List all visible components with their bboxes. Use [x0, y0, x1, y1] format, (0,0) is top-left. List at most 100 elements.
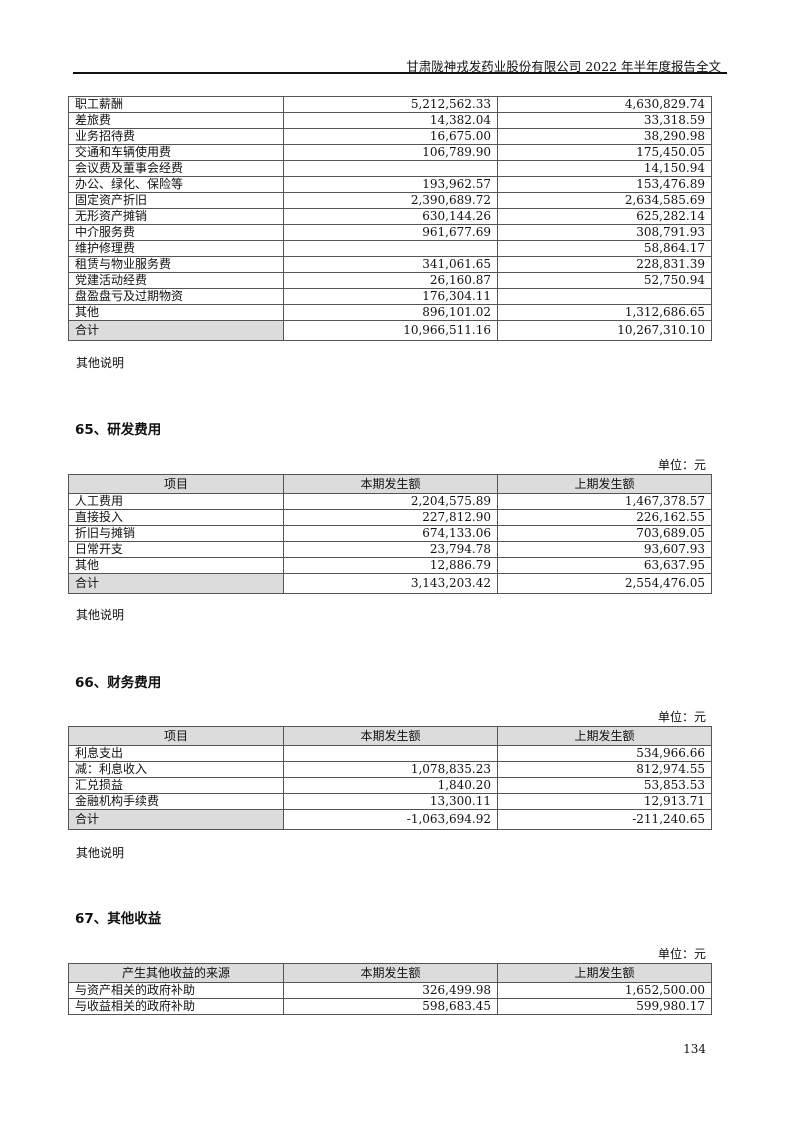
table-row: 其他 12,886.79 63,637.95 [68, 557, 712, 574]
current-period-cell: 598,683.45 [283, 998, 498, 1015]
current-period-cell: 13,300.11 [283, 793, 498, 810]
row-label: 利息支出 [68, 745, 284, 762]
row-label: 中介服务费 [68, 224, 284, 241]
prior-period-cell: 308,791.93 [497, 224, 712, 241]
table-row: 维护修理费 58,864.17 [68, 240, 712, 257]
row-label: 金融机构手续费 [68, 793, 284, 810]
current-period-cell: 176,304.11 [283, 288, 498, 305]
table-row: 交通和车辆使用费 106,789.90 175,450.05 [68, 144, 712, 161]
table-row: 差旅费 14,382.04 33,318.59 [68, 112, 712, 129]
column-header: 上期发生额 [497, 474, 712, 494]
current-period-cell: 3,143,203.42 [283, 573, 498, 594]
column-header: 项目 [68, 474, 284, 494]
table-row: 租赁与物业服务费 341,061.65 228,831.39 [68, 256, 712, 273]
current-period-cell [283, 160, 498, 177]
row-label: 直接投入 [68, 509, 284, 526]
rd-expenses-table: 项目 本期发生额 上期发生额 人工费用 2,204,575.89 1,467,378.57… [68, 474, 712, 594]
page-number: 134 [683, 1042, 706, 1056]
table-row: 直接投入 227,812.90 226,162.55 [68, 509, 712, 526]
document-header-title: 甘肃陇神戎发药业股份有限公司 2022 年半年度报告全文 [406, 59, 721, 74]
prior-period-cell: -211,240.65 [497, 809, 712, 830]
current-period-cell: 326,499.98 [283, 982, 498, 999]
table-total-row: 合计 -1,063,694.92 -211,240.65 [68, 809, 712, 830]
column-header: 产生其他收益的来源 [68, 963, 284, 983]
row-label: 合计 [68, 573, 284, 594]
table-row: 固定资产折旧 2,390,689.72 2,634,585.69 [68, 192, 712, 209]
current-period-cell: 674,133.06 [283, 525, 498, 542]
current-period-cell: 630,144.26 [283, 208, 498, 225]
unit-label: 单位：元 [657, 710, 706, 724]
prior-period-cell: 93,607.93 [497, 541, 712, 558]
current-period-cell: 23,794.78 [283, 541, 498, 558]
current-period-cell: 106,789.90 [283, 144, 498, 161]
admin-expenses-table: 职工薪酬 5,212,562.33 4,630,829.74 差旅费 14,382.04… [68, 96, 712, 341]
prior-period-cell: 534,966.66 [497, 745, 712, 762]
current-period-cell: 14,382.04 [283, 112, 498, 129]
column-header: 项目 [68, 726, 284, 746]
section-67-title: 67、其他收益 [75, 911, 162, 927]
unit-label: 单位：元 [657, 947, 706, 961]
prior-period-cell: 599,980.17 [497, 998, 712, 1015]
prior-period-cell: 226,162.55 [497, 509, 712, 526]
row-label: 其他 [68, 557, 284, 574]
current-period-cell: 16,675.00 [283, 128, 498, 145]
current-period-cell: 227,812.90 [283, 509, 498, 526]
table-row: 业务招待费 16,675.00 38,290.98 [68, 128, 712, 145]
table-row: 日常开支 23,794.78 93,607.93 [68, 541, 712, 558]
table-row: 党建活动经费 26,160.87 52,750.94 [68, 272, 712, 289]
current-period-cell: 2,204,575.89 [283, 493, 498, 510]
section-66-title: 66、财务费用 [75, 675, 162, 691]
column-header: 本期发生额 [283, 474, 498, 494]
column-header: 本期发生额 [283, 726, 498, 746]
current-period-cell: 341,061.65 [283, 256, 498, 273]
prior-period-cell: 175,450.05 [497, 144, 712, 161]
section-65-title: 65、研发费用 [75, 422, 162, 438]
prior-period-cell: 153,476.89 [497, 176, 712, 193]
row-label: 与资产相关的政府补助 [68, 982, 284, 999]
row-label: 业务招待费 [68, 128, 284, 145]
prior-period-cell: 12,913.71 [497, 793, 712, 810]
row-label: 人工费用 [68, 493, 284, 510]
table-row: 利息支出 534,966.66 [68, 745, 712, 762]
table-total-row: 合计 3,143,203.42 2,554,476.05 [68, 573, 712, 594]
prior-period-cell: 2,554,476.05 [497, 573, 712, 594]
prior-period-cell: 1,467,378.57 [497, 493, 712, 510]
prior-period-cell: 228,831.39 [497, 256, 712, 273]
table-row: 减：利息收入 1,078,835.23 812,974.55 [68, 761, 712, 778]
row-label: 与收益相关的政府补助 [68, 998, 284, 1015]
prior-period-cell: 812,974.55 [497, 761, 712, 778]
prior-period-cell: 53,853.53 [497, 777, 712, 794]
prior-period-cell: 703,689.05 [497, 525, 712, 542]
other-notes-label: 其他说明 [76, 846, 125, 860]
table-row: 办公、绿化、保险等 193,962.57 153,476.89 [68, 176, 712, 193]
current-period-cell: 896,101.02 [283, 304, 498, 321]
prior-period-cell: 2,634,585.69 [497, 192, 712, 209]
row-label: 其他 [68, 304, 284, 321]
row-label: 职工薪酬 [68, 96, 284, 113]
current-period-cell: 2,390,689.72 [283, 192, 498, 209]
table-header-row: 项目 本期发生额 上期发生额 [68, 726, 712, 746]
row-label: 租赁与物业服务费 [68, 256, 284, 273]
row-label: 合计 [68, 320, 284, 341]
table-row: 中介服务费 961,677.69 308,791.93 [68, 224, 712, 241]
table-row: 无形资产摊销 630,144.26 625,282.14 [68, 208, 712, 225]
row-label: 减：利息收入 [68, 761, 284, 778]
prior-period-cell: 52,750.94 [497, 272, 712, 289]
column-header: 上期发生额 [497, 963, 712, 983]
row-label: 维护修理费 [68, 240, 284, 257]
row-label: 党建活动经费 [68, 272, 284, 289]
other-income-table: 产生其他收益的来源 本期发生额 上期发生额 与资产相关的政府补助 326,499.98 1… [68, 963, 712, 1015]
current-period-cell: 193,962.57 [283, 176, 498, 193]
prior-period-cell [497, 288, 712, 305]
table-header-row: 项目 本期发生额 上期发生额 [68, 474, 712, 494]
prior-period-cell: 33,318.59 [497, 112, 712, 129]
row-label: 合计 [68, 809, 284, 830]
table-row: 与资产相关的政府补助 326,499.98 1,652,500.00 [68, 982, 712, 999]
row-label: 差旅费 [68, 112, 284, 129]
current-period-cell [283, 240, 498, 257]
column-header: 上期发生额 [497, 726, 712, 746]
prior-period-cell: 10,267,310.10 [497, 320, 712, 341]
current-period-cell: 1,840.20 [283, 777, 498, 794]
unit-label: 单位：元 [657, 458, 706, 472]
other-notes-label: 其他说明 [76, 608, 125, 622]
